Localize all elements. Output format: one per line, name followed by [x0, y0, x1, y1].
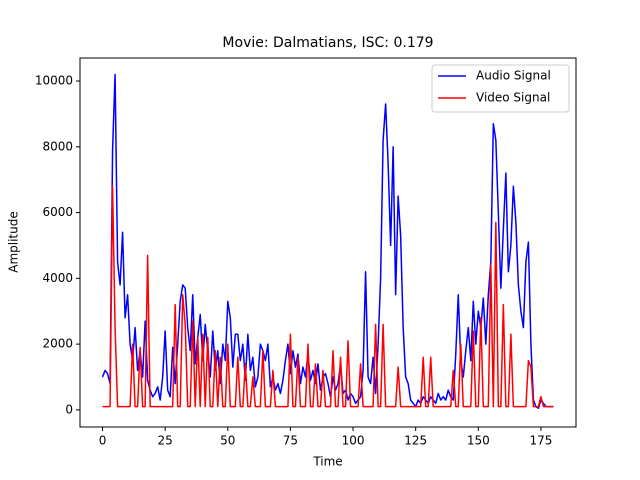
y-axis-label: Amplitude — [7, 211, 21, 273]
y-tick-label: 6000 — [42, 205, 73, 219]
x-tick-label: 50 — [220, 434, 235, 448]
x-tick-label: 0 — [99, 434, 107, 448]
data-line — [101, 73, 554, 409]
y-tick-label: 2000 — [42, 337, 73, 351]
x-tick-label: 100 — [342, 434, 365, 448]
legend-box — [431, 64, 570, 113]
x-tick-label: 25 — [158, 434, 173, 448]
y-tick-label: 0 — [65, 402, 73, 416]
x-tick-label: 175 — [529, 434, 552, 448]
x-tick-label: 150 — [467, 434, 490, 448]
chart-title: Movie: Dalmatians, ISC: 0.179 — [222, 35, 433, 51]
x-tick-label: 75 — [283, 434, 298, 448]
data-line — [102, 185, 554, 408]
y-tick-label: 4000 — [42, 271, 73, 285]
legend-label: Audio Signal — [476, 69, 551, 83]
y-tick-label: 8000 — [42, 139, 73, 153]
plot-frame — [79, 57, 577, 428]
x-axis-label: Time — [312, 455, 342, 469]
y-tick-label: 10000 — [35, 74, 73, 88]
legend-label: Video Signal — [476, 91, 550, 105]
x-tick-label: 125 — [404, 434, 427, 448]
